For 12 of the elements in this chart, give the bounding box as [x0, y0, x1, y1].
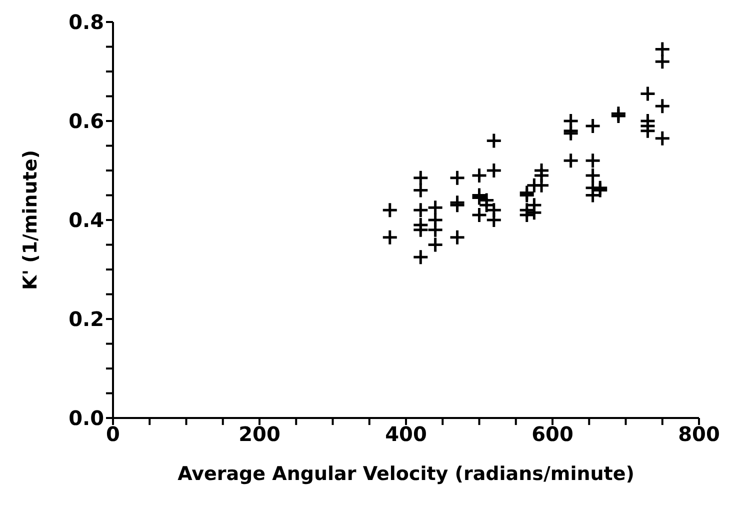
y-tick-label: 0.6 [68, 109, 104, 134]
x-tick-label: 0 [106, 422, 120, 446]
x-tick-label: 200 [238, 422, 280, 446]
y-tick-label: 0.2 [68, 307, 104, 332]
x-tick-label: 800 [678, 422, 720, 446]
y-axis-title: K' (1/minute) [20, 150, 42, 290]
x-axis-title: Average Angular Velocity (radians/minute) [178, 463, 634, 485]
y-tick-label: 0.0 [68, 406, 104, 430]
y-tick-label: 0.4 [68, 208, 104, 232]
y-tick-label: 0.8 [68, 10, 104, 34]
x-tick-label: 400 [385, 422, 427, 446]
x-tick-label: 600 [532, 422, 574, 446]
